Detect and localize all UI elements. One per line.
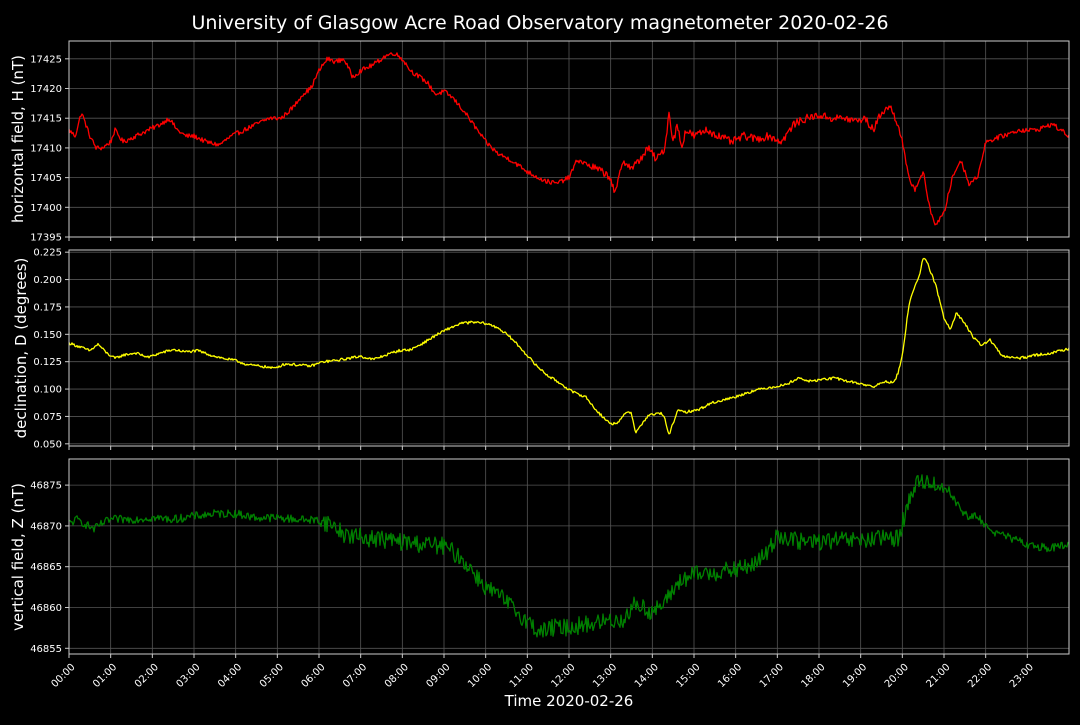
h-ytick-label: 17420	[30, 84, 62, 95]
h-ytick-label: 17415	[30, 114, 62, 125]
d-ytick-label: 0.100	[33, 385, 62, 396]
z-ytick-label: 46865	[30, 562, 62, 573]
d-ytick-label: 0.150	[33, 330, 62, 341]
d-ylabel: declination, D (degrees)	[12, 258, 30, 439]
z-ytick-label: 46875	[30, 481, 62, 492]
z-ytick-label: 46870	[30, 521, 62, 532]
d-ytick-label: 0.075	[33, 412, 62, 423]
figure-title: University of Glasgow Acre Road Observat…	[191, 12, 888, 34]
z-ylabel: vertical field, Z (nT)	[9, 483, 27, 631]
d-ytick-label: 0.200	[33, 275, 62, 286]
h-ytick-label: 17400	[30, 203, 62, 214]
h-panel: 17395 17400 17405 17410 17415 17420 17425	[30, 40, 1070, 244]
z-series-line	[68, 474, 1070, 638]
h-ytick-label: 17395	[30, 233, 62, 244]
h-ytick-label: 17425	[30, 54, 62, 65]
d-ytick-label: 0.050	[33, 439, 62, 450]
d-panel: 0.050 0.075 0.100 0.125 0.150 0.175 0.200 0.225	[33, 248, 1070, 450]
d-series-line	[68, 257, 1070, 435]
h-ytick-label: 17405	[30, 173, 62, 184]
x-axis-label: Time 2020-02-26	[504, 692, 634, 710]
h-series-line	[68, 52, 1070, 226]
d-ytick-label: 0.125	[33, 357, 62, 368]
h-ytick-label: 17410	[30, 143, 62, 154]
h-ylabel: horizontal field, H (nT)	[9, 55, 27, 223]
z-ytick-label: 46855	[30, 644, 62, 655]
d-ytick-label: 0.225	[33, 248, 62, 259]
d-ytick-label: 0.175	[33, 302, 62, 313]
z-ytick-label: 46860	[30, 603, 62, 614]
